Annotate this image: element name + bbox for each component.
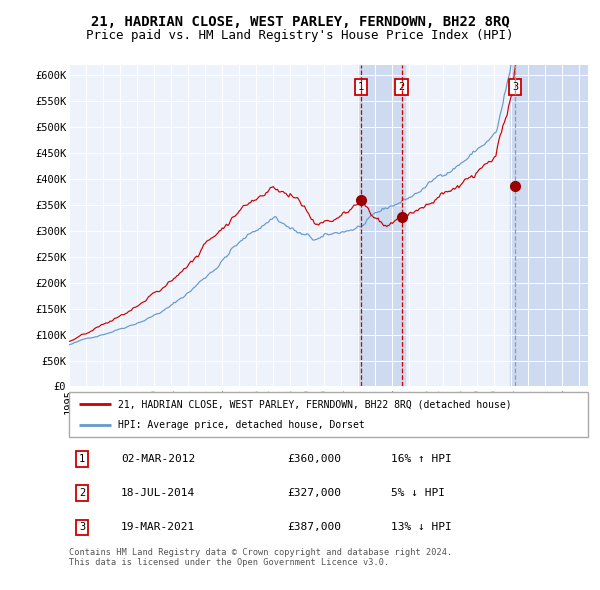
Text: Contains HM Land Registry data © Crown copyright and database right 2024.
This d: Contains HM Land Registry data © Crown c… bbox=[69, 548, 452, 567]
Text: 19-MAR-2021: 19-MAR-2021 bbox=[121, 523, 195, 532]
Text: 16% ↑ HPI: 16% ↑ HPI bbox=[391, 454, 452, 464]
Text: 02-MAR-2012: 02-MAR-2012 bbox=[121, 454, 195, 464]
Text: 13% ↓ HPI: 13% ↓ HPI bbox=[391, 523, 452, 532]
Text: 1: 1 bbox=[79, 454, 85, 464]
Text: Price paid vs. HM Land Registry's House Price Index (HPI): Price paid vs. HM Land Registry's House … bbox=[86, 30, 514, 42]
Text: 18-JUL-2014: 18-JUL-2014 bbox=[121, 489, 195, 498]
Text: 21, HADRIAN CLOSE, WEST PARLEY, FERNDOWN, BH22 8RQ: 21, HADRIAN CLOSE, WEST PARLEY, FERNDOWN… bbox=[91, 15, 509, 29]
Text: £327,000: £327,000 bbox=[287, 489, 341, 498]
Text: £387,000: £387,000 bbox=[287, 523, 341, 532]
Bar bbox=[510, 65, 588, 386]
Text: 21, HADRIAN CLOSE, WEST PARLEY, FERNDOWN, BH22 8RQ (detached house): 21, HADRIAN CLOSE, WEST PARLEY, FERNDOWN… bbox=[118, 399, 512, 409]
Text: 2: 2 bbox=[79, 489, 85, 498]
FancyBboxPatch shape bbox=[69, 392, 588, 437]
Text: 2: 2 bbox=[398, 82, 404, 92]
Text: HPI: Average price, detached house, Dorset: HPI: Average price, detached house, Dors… bbox=[118, 419, 365, 430]
Text: 3: 3 bbox=[512, 82, 518, 92]
Text: 5% ↓ HPI: 5% ↓ HPI bbox=[391, 489, 445, 498]
Text: 3: 3 bbox=[79, 523, 85, 532]
Text: £360,000: £360,000 bbox=[287, 454, 341, 464]
Text: 1: 1 bbox=[358, 82, 364, 92]
Bar bbox=[358, 65, 405, 386]
